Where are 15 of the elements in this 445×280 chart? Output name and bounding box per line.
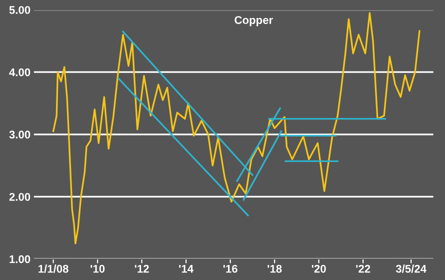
x-tick-label: '10 bbox=[90, 264, 105, 273]
y-tick-label: 4.00 bbox=[9, 68, 30, 76]
x-tick-label: '12 bbox=[134, 264, 149, 273]
x-tick-label: '22 bbox=[356, 264, 370, 273]
x-tick-label: '20 bbox=[312, 264, 326, 273]
y-tick-label: 5.00 bbox=[9, 6, 30, 14]
x-tick-label: '14 bbox=[179, 264, 194, 273]
x-tick-label: '16 bbox=[223, 264, 238, 273]
y-tick-label: 3.00 bbox=[9, 130, 30, 139]
y-tick-label: 2.00 bbox=[9, 192, 30, 201]
x-tick-label: 1/1/08 bbox=[38, 264, 68, 273]
x-tick-label: 3/5/24 bbox=[396, 264, 426, 273]
x-tick-label: '18 bbox=[268, 264, 282, 273]
text: Copper bbox=[234, 16, 273, 26]
y-tick-label: 1.00 bbox=[10, 255, 30, 264]
